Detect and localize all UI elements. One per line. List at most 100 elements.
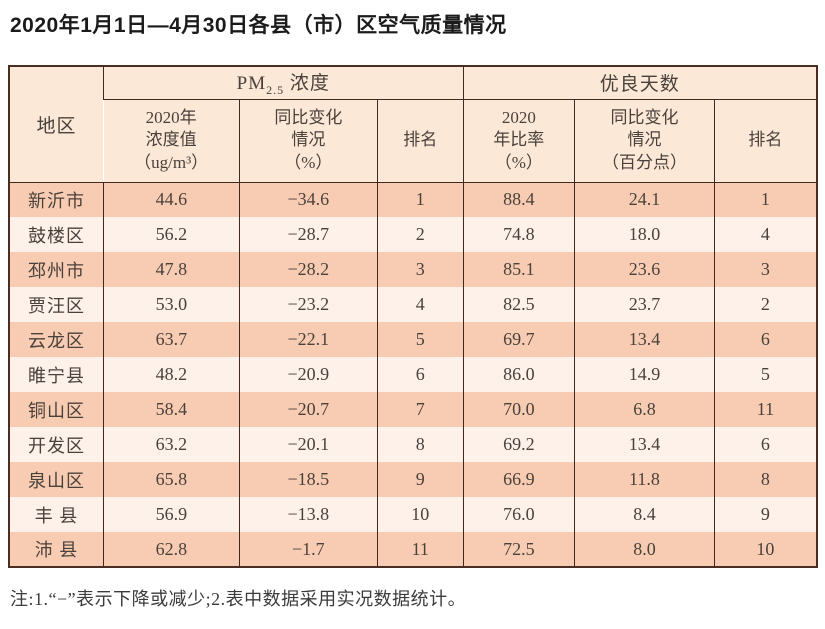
good-rank-cell: 5 — [713, 357, 817, 392]
good-ratio-cell: 74.8 — [462, 217, 575, 252]
good-ratio-cell: 86.0 — [462, 357, 575, 392]
pm-value-cell: 44.6 — [103, 182, 240, 217]
pm-rank-cell: 7 — [376, 392, 464, 427]
region-cell: 铜山区 — [9, 392, 104, 427]
pm-rank-cell: 1 — [376, 182, 464, 217]
col-header-pm-change: 同比变化 情况 （%） — [238, 99, 378, 183]
good-change-cell: 11.8 — [574, 462, 715, 497]
region-cell: 睢宁县 — [9, 357, 104, 392]
good-ratio-cell: 72.5 — [462, 532, 575, 567]
good-change-cell: 8.4 — [574, 497, 715, 532]
good-change-cell: 6.8 — [574, 392, 715, 427]
pm-change-cell: −28.7 — [238, 217, 378, 252]
good-change-cell: 18.0 — [574, 217, 715, 252]
col-header-good-ratio: 2020 年比率 （%） — [462, 99, 575, 183]
table-row: 开发区 63.2 −20.1 8 69.2 13.4 6 — [9, 427, 817, 462]
good-ratio-cell: 82.5 — [462, 287, 575, 322]
good-ratio-cell: 69.2 — [462, 427, 575, 462]
col-group-pm25: PM2.5 浓度 — [103, 66, 464, 100]
table-row: 铜山区 58.4 −20.7 7 70.0 6.8 11 — [9, 392, 817, 427]
pm-change-cell: −18.5 — [238, 462, 378, 497]
pm-value-cell: 48.2 — [103, 357, 240, 392]
table-row: 云龙区 63.7 −22.1 5 69.7 13.4 6 — [9, 322, 817, 357]
col-header-pm-rank: 排名 — [376, 99, 464, 183]
region-cell: 丰 县 — [9, 497, 104, 532]
region-cell: 云龙区 — [9, 322, 104, 357]
good-change-cell: 23.6 — [574, 252, 715, 287]
col-group-good-days: 优良天数 — [462, 66, 817, 100]
region-cell: 沛 县 — [9, 532, 104, 567]
good-rank-cell: 8 — [713, 462, 817, 497]
table-row: 贾汪区 53.0 −23.2 4 82.5 23.7 2 — [9, 287, 817, 322]
good-change-cell: 14.9 — [574, 357, 715, 392]
pm-rank-cell: 6 — [376, 357, 464, 392]
pm-rank-cell: 11 — [376, 532, 464, 567]
good-ratio-cell: 70.0 — [462, 392, 575, 427]
col-header-good-rank: 排名 — [713, 99, 817, 183]
good-ratio-cell: 85.1 — [462, 252, 575, 287]
table-row: 丰 县 56.9 −13.8 10 76.0 8.4 9 — [9, 497, 817, 532]
pm-rank-cell: 10 — [376, 497, 464, 532]
pm-value-cell: 65.8 — [103, 462, 240, 497]
pm-value-cell: 53.0 — [103, 287, 240, 322]
pm-value-cell: 63.2 — [103, 427, 240, 462]
good-rank-cell: 11 — [713, 392, 817, 427]
table-row: 泉山区 65.8 −18.5 9 66.9 11.8 8 — [9, 462, 817, 497]
air-quality-table: 地区 PM2.5 浓度 优良天数 2020年 浓度值 （ug/m³） 同比变化 … — [8, 65, 818, 568]
pm-value-cell: 56.2 — [103, 217, 240, 252]
good-rank-cell: 10 — [713, 532, 817, 567]
pm-change-cell: −20.7 — [238, 392, 378, 427]
pm-rank-cell: 5 — [376, 322, 464, 357]
table-body: 新沂市 44.6 −34.6 1 88.4 24.1 1 鼓楼区 56.2 −2… — [9, 182, 817, 567]
good-rank-cell: 6 — [713, 322, 817, 357]
good-change-cell: 8.0 — [574, 532, 715, 567]
pm25-subscript: 2.5 — [266, 82, 285, 97]
pm-rank-cell: 2 — [376, 217, 464, 252]
good-change-cell: 13.4 — [574, 427, 715, 462]
good-change-cell: 24.1 — [574, 182, 715, 217]
pm-value-cell: 62.8 — [103, 532, 240, 567]
pm-change-cell: −20.9 — [238, 357, 378, 392]
table-header: 地区 PM2.5 浓度 优良天数 2020年 浓度值 （ug/m³） 同比变化 … — [9, 66, 817, 183]
pm-value-cell: 63.7 — [103, 322, 240, 357]
table-row: 睢宁县 48.2 −20.9 6 86.0 14.9 5 — [9, 357, 817, 392]
table-row: 邳州市 47.8 −28.2 3 85.1 23.6 3 — [9, 252, 817, 287]
pm-change-cell: −1.7 — [238, 532, 378, 567]
pm-rank-cell: 9 — [376, 462, 464, 497]
header-sub-row: 2020年 浓度值 （ug/m³） 同比变化 情况 （%） 排名 2020 年比… — [9, 99, 817, 183]
good-ratio-cell: 88.4 — [462, 182, 575, 217]
pm-change-cell: −20.1 — [238, 427, 378, 462]
region-cell: 泉山区 — [9, 462, 104, 497]
pm-value-cell: 47.8 — [103, 252, 240, 287]
good-change-cell: 23.7 — [574, 287, 715, 322]
pm-value-cell: 58.4 — [103, 392, 240, 427]
region-cell: 新沂市 — [9, 182, 104, 217]
pm-rank-cell: 4 — [376, 287, 464, 322]
good-ratio-cell: 66.9 — [462, 462, 575, 497]
pm25-suffix: 浓度 — [284, 72, 330, 94]
col-header-pm-value: 2020年 浓度值 （ug/m³） — [103, 99, 240, 183]
pm-change-cell: −28.2 — [238, 252, 378, 287]
table-row: 新沂市 44.6 −34.6 1 88.4 24.1 1 — [9, 182, 817, 217]
pm-rank-cell: 3 — [376, 252, 464, 287]
pm-value-cell: 56.9 — [103, 497, 240, 532]
pm-change-cell: −22.1 — [238, 322, 378, 357]
region-cell: 贾汪区 — [9, 287, 104, 322]
region-cell: 开发区 — [9, 427, 104, 462]
good-rank-cell: 3 — [713, 252, 817, 287]
footnote: 注:1.“−”表示下降或减少;2.表中数据采用实况数据统计。 — [10, 589, 467, 609]
pm-change-cell: −23.2 — [238, 287, 378, 322]
page-title: 2020年1月1日—4月30日各县（市）区空气质量情况 — [10, 14, 507, 37]
pm25-prefix: PM — [236, 72, 267, 94]
header-group-row: 地区 PM2.5 浓度 优良天数 — [9, 66, 817, 183]
good-rank-cell: 2 — [713, 287, 817, 322]
pm-change-cell: −13.8 — [238, 497, 378, 532]
good-rank-cell: 6 — [713, 427, 817, 462]
good-change-cell: 13.4 — [574, 322, 715, 357]
table-row: 鼓楼区 56.2 −28.7 2 74.8 18.0 4 — [9, 217, 817, 252]
table-row: 沛 县 62.8 −1.7 11 72.5 8.0 10 — [9, 532, 817, 567]
good-rank-cell: 1 — [713, 182, 817, 217]
col-header-good-change: 同比变化 情况 （百分点） — [574, 99, 715, 183]
col-header-region: 地区 — [9, 66, 104, 183]
pm-rank-cell: 8 — [376, 427, 464, 462]
